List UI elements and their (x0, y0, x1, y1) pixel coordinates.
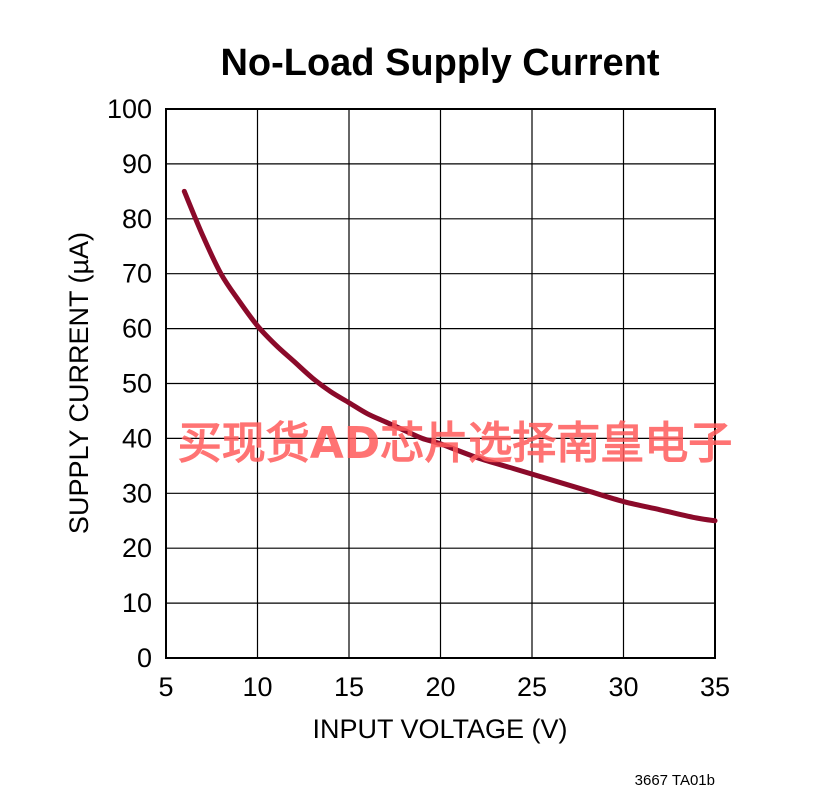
y-tick-label: 0 (137, 643, 152, 673)
x-tick-label: 15 (334, 672, 364, 702)
x-axis-label: INPUT VOLTAGE (V) (312, 714, 567, 744)
y-tick-label: 10 (122, 588, 152, 618)
y-tick-label: 50 (122, 369, 152, 399)
x-tick-label: 20 (425, 672, 455, 702)
watermark: 买现货AD芯片选择南皇电子 (178, 418, 733, 469)
grid (166, 109, 715, 658)
y-tick-label: 40 (122, 423, 152, 453)
series-line (181, 188, 718, 524)
x-axis-ticks: 5 10 15 20 25 30 35 (158, 672, 730, 702)
chart-title: No-Load Supply Current (220, 42, 659, 84)
y-tick-label: 70 (122, 259, 152, 289)
y-tick-label: 80 (122, 204, 152, 234)
x-tick-label: 35 (700, 672, 730, 702)
y-tick-label: 30 (122, 478, 152, 508)
plot-frame (165, 108, 716, 659)
x-tick-label: 5 (158, 672, 173, 702)
y-tick-label: 90 (122, 149, 152, 179)
x-tick-label: 30 (608, 672, 638, 702)
y-tick-label: 100 (107, 94, 152, 124)
y-tick-label: 20 (122, 533, 152, 563)
x-tick-label: 10 (242, 672, 272, 702)
y-axis-label: SUPPLY CURRENT (µA) (64, 232, 94, 534)
x-tick-label: 25 (517, 672, 547, 702)
y-tick-label: 60 (122, 314, 152, 344)
y-axis-ticks: 0 10 20 30 40 50 60 70 80 90 100 (107, 94, 152, 673)
figure-footnote: 3667 TA01b (635, 772, 715, 789)
